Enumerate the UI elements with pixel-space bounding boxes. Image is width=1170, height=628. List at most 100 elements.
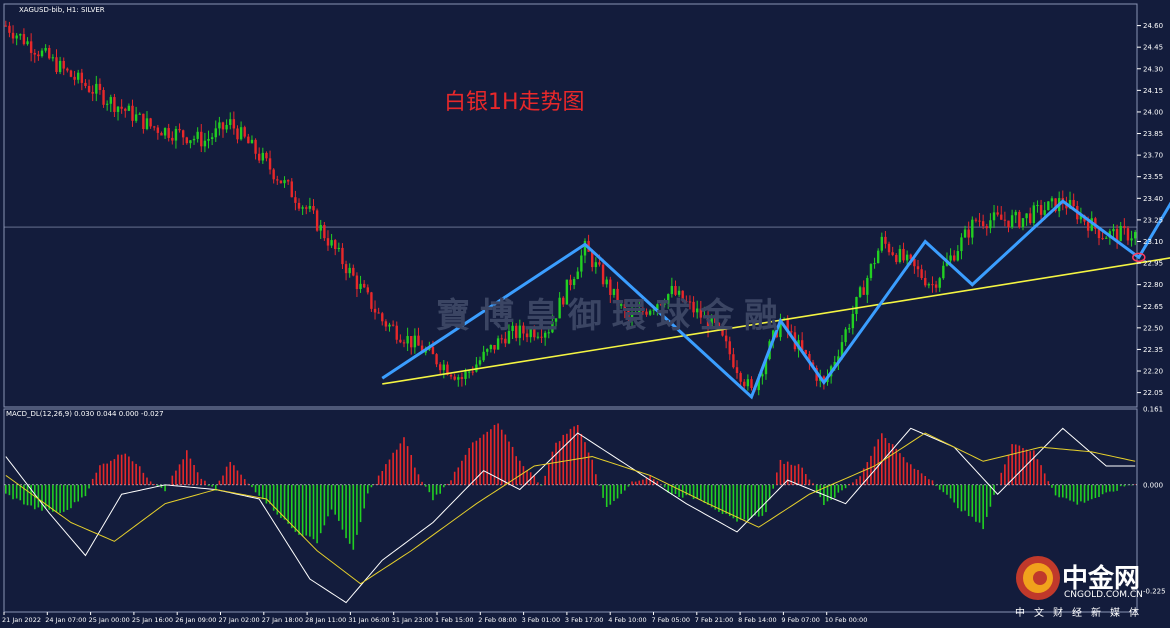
time-tick-label: 21 Jan 2022 bbox=[2, 616, 41, 624]
candle-body bbox=[236, 128, 239, 140]
time-tick-label: 1 Feb 15:00 bbox=[435, 616, 474, 624]
time-tick-label: 24 Jan 07:00 bbox=[45, 616, 86, 624]
candle-body bbox=[884, 236, 887, 244]
candle-body bbox=[37, 54, 40, 57]
candle-body bbox=[453, 376, 456, 380]
candle-body bbox=[721, 327, 724, 336]
candle-body bbox=[1014, 211, 1017, 216]
candle-body bbox=[735, 367, 739, 374]
time-tick-label: 3 Feb 17:00 bbox=[565, 616, 604, 624]
candle-body bbox=[286, 180, 290, 182]
candle-body bbox=[348, 267, 351, 274]
price-tick-label: 22.80 bbox=[1143, 281, 1163, 289]
time-tick-label: 27 Jan 18:00 bbox=[262, 616, 303, 624]
candle-body bbox=[91, 91, 94, 94]
price-panel-frame bbox=[3, 3, 1138, 408]
candle-body bbox=[120, 106, 123, 109]
candle-body bbox=[605, 279, 608, 285]
time-tick-label: 31 Jan 23:00 bbox=[392, 616, 433, 624]
candle-body bbox=[22, 34, 26, 45]
logo-subtitle: 中文财经新媒体 bbox=[1015, 608, 1148, 619]
candle-body bbox=[1126, 228, 1130, 241]
price-tick-label: 24.00 bbox=[1143, 108, 1163, 116]
candle-body bbox=[4, 25, 8, 27]
macd-label: MACD_DL(12,26,9) 0.030 0.044 0.000 -0.02… bbox=[6, 410, 164, 418]
candle-body bbox=[334, 240, 337, 250]
price-tick-label: 22.35 bbox=[1143, 346, 1163, 354]
candle-body bbox=[330, 240, 333, 246]
candle-body bbox=[591, 251, 594, 268]
candle-body bbox=[580, 255, 583, 272]
candle-body bbox=[366, 287, 369, 293]
candle-body bbox=[207, 138, 210, 141]
candle-body bbox=[58, 60, 62, 73]
candle-body bbox=[478, 360, 482, 365]
candle-body bbox=[634, 312, 637, 314]
price-tick-label: 22.95 bbox=[1143, 260, 1163, 268]
candle-body bbox=[113, 97, 116, 112]
candle-body bbox=[858, 287, 862, 297]
candle-body bbox=[102, 90, 105, 105]
candle-body bbox=[695, 308, 699, 313]
candle-body bbox=[131, 105, 134, 121]
candle-body bbox=[279, 180, 283, 184]
candle-body bbox=[48, 47, 51, 59]
candle-body bbox=[254, 139, 257, 154]
candle-body bbox=[743, 381, 746, 387]
candle-body bbox=[963, 229, 967, 238]
candle-body bbox=[949, 255, 952, 261]
candle-body bbox=[225, 124, 228, 130]
price-tick-label: 24.60 bbox=[1143, 22, 1163, 30]
candle-body bbox=[297, 202, 301, 209]
time-tick-label: 9 Feb 07:00 bbox=[781, 616, 820, 624]
candle-body bbox=[786, 318, 789, 332]
candle-body bbox=[323, 225, 326, 239]
candle-body bbox=[619, 304, 623, 306]
candle-body bbox=[359, 283, 362, 290]
candle-body bbox=[616, 288, 619, 306]
candle-body bbox=[460, 377, 464, 379]
candle-body bbox=[384, 321, 388, 327]
candle-body bbox=[967, 229, 970, 238]
candle-body bbox=[178, 128, 181, 131]
candle-body bbox=[391, 324, 395, 326]
candle-body bbox=[942, 265, 945, 279]
candle-body bbox=[167, 128, 170, 138]
candle-body bbox=[562, 297, 565, 305]
candle-body bbox=[153, 126, 156, 128]
macd-tick-label: -0.225 bbox=[1143, 587, 1166, 595]
candle-body bbox=[257, 153, 261, 161]
candle-body bbox=[301, 207, 304, 209]
candle-body bbox=[761, 374, 764, 377]
candle-body bbox=[710, 316, 713, 329]
candle-body bbox=[522, 325, 525, 334]
candle-body bbox=[272, 169, 275, 180]
candle-body bbox=[927, 284, 931, 286]
candle-body bbox=[873, 263, 876, 265]
candle-body bbox=[837, 356, 840, 363]
candle-body bbox=[308, 206, 312, 209]
candle-body bbox=[876, 250, 880, 264]
candle-body bbox=[800, 340, 804, 350]
candle-body bbox=[989, 220, 992, 229]
candle-body bbox=[44, 47, 47, 51]
candle-body bbox=[1007, 220, 1010, 228]
candle-body bbox=[294, 197, 297, 203]
price-tick-label: 22.50 bbox=[1143, 324, 1163, 332]
candle-body bbox=[174, 128, 178, 141]
candle-body bbox=[1097, 228, 1101, 239]
candle-body bbox=[410, 336, 413, 348]
candle-body bbox=[26, 41, 29, 45]
candle-body bbox=[554, 318, 558, 322]
candle-body bbox=[598, 262, 601, 265]
candle-body bbox=[609, 279, 612, 295]
candle-body bbox=[1010, 215, 1014, 228]
candle-body bbox=[29, 41, 33, 53]
candle-body bbox=[15, 35, 18, 39]
macd-tick-label: 0.161 bbox=[1143, 406, 1163, 414]
time-tick-label: 26 Jan 09:00 bbox=[175, 616, 216, 624]
candle-body bbox=[848, 328, 851, 330]
time-tick-label: 27 Jan 02:00 bbox=[219, 616, 260, 624]
candle-body bbox=[1032, 205, 1036, 224]
